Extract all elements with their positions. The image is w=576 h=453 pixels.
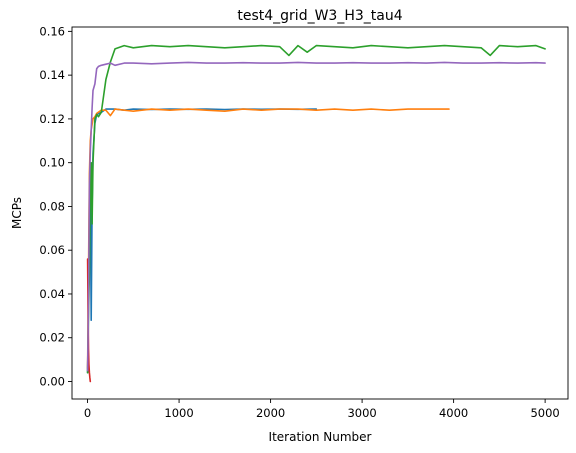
- y-tick-label: 0.12: [39, 112, 65, 126]
- y-axis-title: MCPs: [10, 197, 24, 229]
- chart-title: test4_grid_W3_H3_tau4: [237, 8, 402, 24]
- y-tick-label: 0.08: [39, 199, 65, 213]
- series-layer: [86, 44, 546, 383]
- x-tick-label: 3000: [347, 406, 376, 420]
- y-tick-label: 0.00: [39, 374, 65, 388]
- x-tick-label: 1000: [164, 406, 193, 420]
- y-axis: 0.00 0.02 0.04 0.06 0.08 0.10 0.12 0.14 0.16: [39, 24, 72, 388]
- y-tick-label: 0.14: [39, 68, 65, 82]
- plot-area: [72, 27, 568, 399]
- x-tick-label: 5000: [530, 406, 559, 420]
- plot-frame: [71, 26, 569, 400]
- x-tick-label: 0: [84, 406, 91, 420]
- y-tick-label: 0.06: [39, 243, 65, 257]
- x-axis-title: Iteration Number: [269, 430, 372, 444]
- series-line-2: [86, 108, 450, 370]
- x-tick-label: 2000: [256, 406, 285, 420]
- x-axis: 0 1000 2000 3000 4000 5000: [84, 399, 560, 420]
- y-tick-label: 0.04: [39, 287, 65, 301]
- y-tick-label: 0.10: [39, 156, 65, 170]
- series-line-5: [86, 61, 546, 372]
- y-tick-label: 0.02: [39, 331, 65, 345]
- y-tick-label: 0.16: [39, 24, 65, 38]
- series-line-3: [86, 44, 546, 374]
- axes-layer: [71, 26, 569, 400]
- x-tick-label: 4000: [439, 406, 468, 420]
